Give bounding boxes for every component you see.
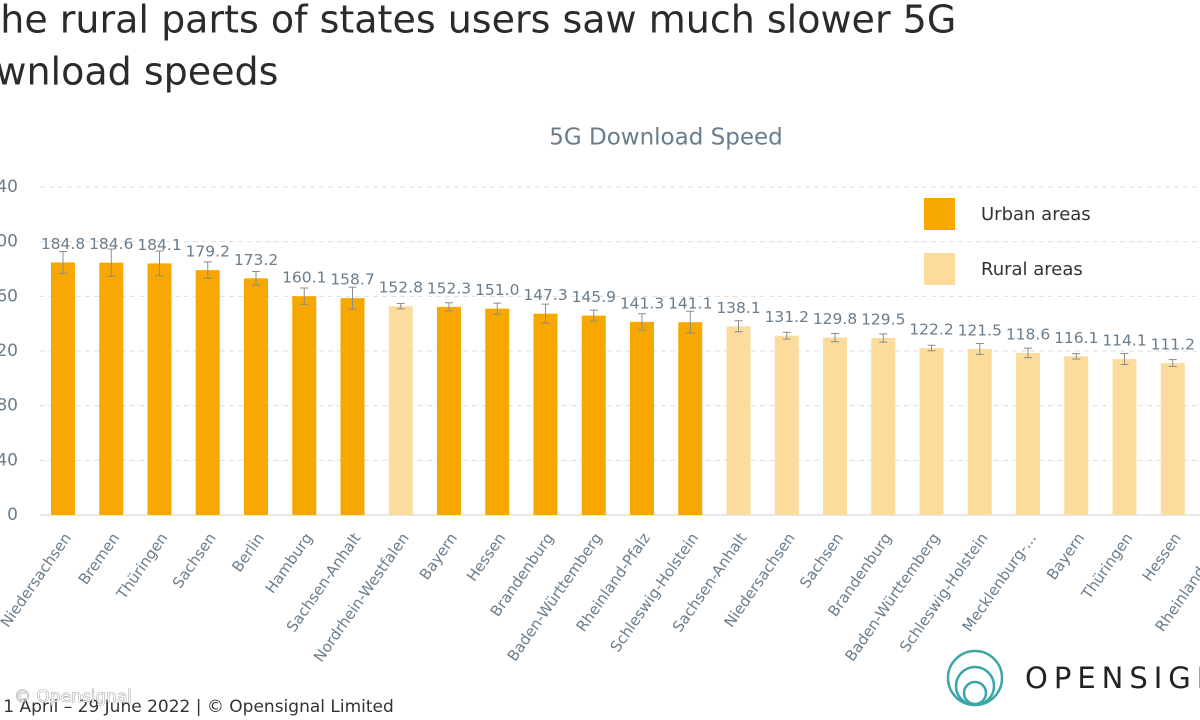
chart-title: In the rural parts of states users saw m… bbox=[0, 0, 956, 42]
x-tick-label: Sachsen bbox=[796, 530, 847, 592]
x-tick-label: Hamburg bbox=[262, 530, 317, 597]
y-tick-label: 240 bbox=[0, 177, 18, 197]
value-label: 158.7 bbox=[330, 271, 374, 289]
y-tick-label: 200 bbox=[0, 232, 18, 252]
x-tick-label: Schleswig-Holstein bbox=[896, 530, 992, 656]
value-label: 152.3 bbox=[427, 279, 471, 297]
bar bbox=[533, 313, 558, 515]
x-tick-label: Schleswig-Holstein bbox=[607, 530, 703, 656]
y-tick-label: 40 bbox=[0, 450, 18, 470]
y-tick-label: 0 bbox=[7, 505, 18, 525]
legend-swatch bbox=[924, 198, 955, 230]
value-label: 147.3 bbox=[523, 286, 567, 304]
y-tick-label: 120 bbox=[0, 341, 18, 361]
bar bbox=[388, 306, 413, 515]
bar bbox=[1016, 352, 1040, 515]
value-label: 151.0 bbox=[475, 281, 519, 299]
value-label: 109.8 bbox=[1199, 337, 1200, 355]
bar bbox=[292, 296, 317, 515]
bar bbox=[147, 263, 172, 515]
bar bbox=[485, 308, 510, 515]
value-label: 114.1 bbox=[1102, 332, 1146, 350]
bar bbox=[630, 321, 654, 515]
value-label: 118.6 bbox=[1006, 325, 1050, 343]
bar bbox=[99, 262, 124, 515]
value-label: 141.3 bbox=[620, 294, 664, 312]
value-label: 184.6 bbox=[89, 235, 133, 253]
x-tick-label: Hessen bbox=[463, 530, 509, 585]
legend-label: Urban areas bbox=[981, 204, 1091, 225]
x-tick-label: Niedersachsen bbox=[0, 530, 75, 631]
bar bbox=[919, 347, 944, 515]
value-label: 129.5 bbox=[861, 311, 905, 329]
y-tick-label: 80 bbox=[0, 396, 18, 416]
x-tick-label: Sachsen bbox=[169, 530, 220, 592]
value-label: 145.9 bbox=[572, 288, 616, 306]
value-label: 131.2 bbox=[765, 308, 809, 326]
value-label: 184.1 bbox=[137, 236, 181, 254]
y-tick-label: 160 bbox=[0, 286, 18, 306]
legend-label: Rural areas bbox=[981, 259, 1083, 280]
value-label: 152.8 bbox=[379, 279, 423, 297]
x-tick-label: Hessen bbox=[1138, 530, 1184, 585]
value-label: 179.2 bbox=[186, 243, 230, 261]
value-label: 141.1 bbox=[668, 295, 712, 313]
x-tick-label: Bremen bbox=[75, 530, 123, 588]
value-label: 122.2 bbox=[909, 320, 953, 338]
bar bbox=[726, 326, 751, 515]
value-label: 173.2 bbox=[234, 251, 278, 269]
chart-subtitle: 5G Download Speed bbox=[549, 125, 783, 151]
bar bbox=[581, 315, 606, 515]
x-tick-label: Berlin bbox=[228, 530, 268, 576]
bar bbox=[244, 278, 268, 515]
value-label: 121.5 bbox=[958, 321, 1002, 339]
bar bbox=[823, 337, 847, 515]
bar bbox=[340, 298, 365, 515]
logo bbox=[946, 649, 1004, 707]
bar bbox=[51, 262, 75, 515]
value-label: 160.1 bbox=[282, 269, 326, 287]
bar bbox=[1064, 356, 1089, 515]
bar bbox=[774, 335, 799, 515]
bar bbox=[1112, 359, 1137, 515]
x-tick-label: Bayern bbox=[1043, 530, 1088, 584]
value-label: 138.1 bbox=[716, 299, 760, 317]
bar bbox=[678, 322, 703, 515]
footer: Data collection period: 1 April – 29 Jun… bbox=[0, 697, 394, 717]
value-label: 111.2 bbox=[1151, 336, 1195, 354]
logo-text: OPENSIGNAL bbox=[1025, 661, 1200, 695]
value-label: 184.8 bbox=[41, 235, 85, 253]
bar bbox=[437, 306, 461, 515]
bar bbox=[871, 338, 896, 515]
x-tick-label: Baden-Württemberg bbox=[504, 530, 606, 665]
bar bbox=[195, 270, 220, 515]
value-label: 116.1 bbox=[1054, 329, 1098, 347]
value-label: 129.8 bbox=[813, 310, 857, 328]
bar bbox=[1160, 363, 1185, 515]
legend-swatch bbox=[924, 253, 955, 285]
bar bbox=[967, 348, 992, 515]
watermark: © Opensignal bbox=[14, 687, 132, 707]
x-tick-label: Bayern bbox=[416, 530, 461, 584]
x-tick-label: Nordrhein-Westfalen bbox=[310, 530, 413, 666]
x-tick-label: Baden-Württemberg bbox=[841, 530, 943, 665]
chart-title-line2: download speeds bbox=[0, 50, 278, 94]
